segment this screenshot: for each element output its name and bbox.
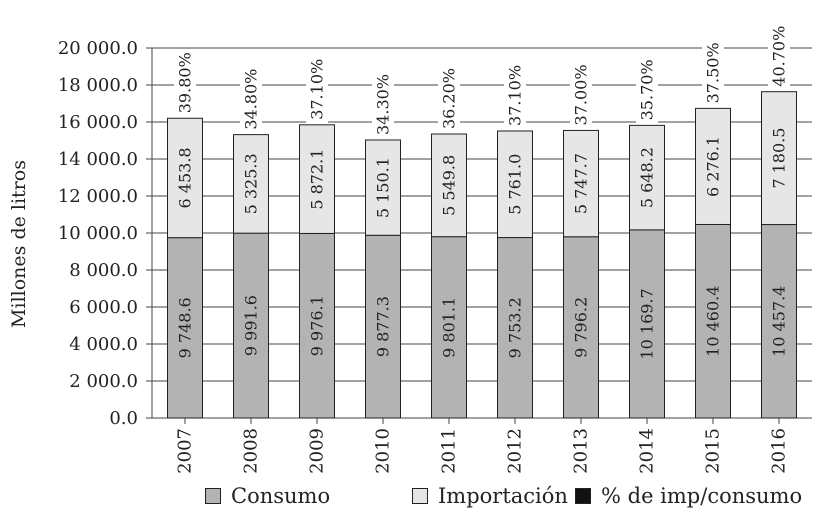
data-label-consumo: 10 169.7: [638, 288, 657, 359]
legend: Consumo Importación % de imp/consumo: [0, 484, 822, 518]
bar-importacion: [167, 117, 203, 239]
bar-consumo: [497, 237, 533, 419]
bars: [167, 91, 797, 419]
x-tick-label: 2012: [505, 428, 526, 474]
pct-label: 37.00%: [572, 64, 591, 125]
x-tick-label: 2016: [769, 428, 790, 474]
x-tick-label: 2013: [571, 428, 592, 474]
pct-label-backing: [438, 67, 460, 133]
data-label-importacion: 5 549.8: [440, 155, 459, 216]
y-tick-label: 16 000.0: [58, 112, 138, 133]
pct-label: 34.80%: [242, 69, 261, 130]
bar-importacion: [761, 91, 797, 226]
x-tick-label: 2015: [703, 428, 724, 474]
y-tick-label: 18 000.0: [58, 75, 138, 96]
pct-label: 34.30%: [374, 74, 393, 135]
data-label-consumo: 9 976.1: [308, 295, 327, 356]
data-label-importacion: 5 747.7: [572, 153, 591, 214]
data-label-importacion: 7 180.5: [770, 128, 789, 189]
bar-consumo: [299, 232, 335, 419]
y-axis-title: Millones de litros: [8, 160, 30, 328]
bar-importacion: [233, 134, 269, 234]
data-label-consumo: 9 877.3: [374, 296, 393, 357]
bar-importacion: [629, 124, 665, 231]
legend-label-importacion: Importación: [438, 484, 568, 508]
pct-label-backing: [768, 24, 790, 90]
bar-importacion: [497, 130, 533, 239]
y-tick-label: 12 000.0: [58, 186, 138, 207]
data-label-consumo: 9 796.2: [572, 297, 591, 358]
data-labels: 9 748.6 6 453.8 39.80% 9 991.6 5 325.3 34.80%…: [174, 24, 790, 360]
y-tick-label: 6 000.0: [69, 297, 138, 318]
pct-label: 37.10%: [308, 59, 327, 120]
pct-label-backing: [174, 51, 196, 117]
y-tick-label: 10 000.0: [58, 223, 138, 244]
legend-swatch-consumo: [205, 488, 221, 504]
stacked-bar-chart: 0.0 2 000.0 4 000.0 6 000.0 8 000.0 10 000.0 1…: [8, 24, 812, 474]
bar-importacion: [695, 107, 731, 225]
x-tick-label: 2009: [307, 428, 328, 474]
data-label-consumo: 9 753.2: [506, 297, 525, 358]
legend-label-pct: % de imp/consumo: [601, 484, 803, 508]
legend-item-importacion: Importación: [412, 484, 568, 508]
pct-label: 35.70%: [638, 59, 657, 120]
pct-label: 39.80%: [176, 52, 195, 113]
bar-consumo: [563, 236, 599, 419]
x-tick-label: 2008: [241, 428, 262, 474]
bar-consumo: [761, 224, 797, 419]
y-tick-label: 20 000.0: [58, 38, 138, 59]
pct-label-backing: [240, 67, 262, 133]
data-label-consumo: 9 748.6: [176, 297, 195, 358]
pct-label-backing: [702, 41, 724, 107]
pct-label-backing: [372, 72, 394, 138]
pct-label-backing: [306, 57, 328, 123]
pct-label-backing: [636, 58, 658, 124]
pct-label: 37.50%: [704, 42, 723, 103]
data-label-importacion: 5 325.3: [242, 153, 261, 214]
data-label-importacion: 6 453.8: [176, 147, 195, 208]
data-label-importacion: 6 276.1: [704, 136, 723, 197]
legend-item-pct: % de imp/consumo: [575, 484, 802, 508]
y-tick-label: 4 000.0: [69, 334, 138, 355]
bar-importacion: [563, 129, 599, 238]
data-label-consumo: 9 801.1: [440, 297, 459, 358]
y-tick-label: 14 000.0: [58, 149, 138, 170]
x-tick-label: 2007: [175, 428, 196, 474]
bar-importacion: [299, 124, 335, 234]
x-tick-label: 2014: [637, 428, 658, 474]
data-label-importacion: 5 872.1: [308, 149, 327, 210]
bar-importacion: [365, 139, 401, 236]
legend-label-consumo: Consumo: [231, 484, 331, 508]
data-label-importacion: 5 648.2: [638, 147, 657, 208]
data-label-consumo: 10 457.4: [770, 286, 789, 357]
data-label-importacion: 5 150.1: [374, 157, 393, 218]
bar-importacion: [431, 133, 467, 238]
data-label-consumo: 10 460.4: [704, 286, 723, 357]
y-tick-label: 8 000.0: [69, 260, 138, 281]
x-tick-label: 2011: [439, 428, 460, 474]
data-label-consumo: 9 991.6: [242, 295, 261, 356]
x-tick-label: 2010: [373, 428, 394, 474]
pct-label-backing: [570, 63, 592, 129]
legend-item-consumo: Consumo: [205, 484, 330, 508]
pct-label-backing: [504, 63, 526, 129]
legend-swatch-pct: [575, 488, 591, 504]
data-label-importacion: 5 761.0: [506, 154, 525, 215]
y-tick-label: 2 000.0: [69, 371, 138, 392]
pct-label: 37.10%: [506, 65, 525, 126]
bar-consumo: [167, 237, 203, 419]
pct-label: 36.20%: [440, 68, 459, 129]
pct-label: 40.70%: [770, 26, 789, 87]
legend-swatch-importacion: [412, 488, 428, 504]
y-tick-label: 0.0: [109, 408, 138, 429]
